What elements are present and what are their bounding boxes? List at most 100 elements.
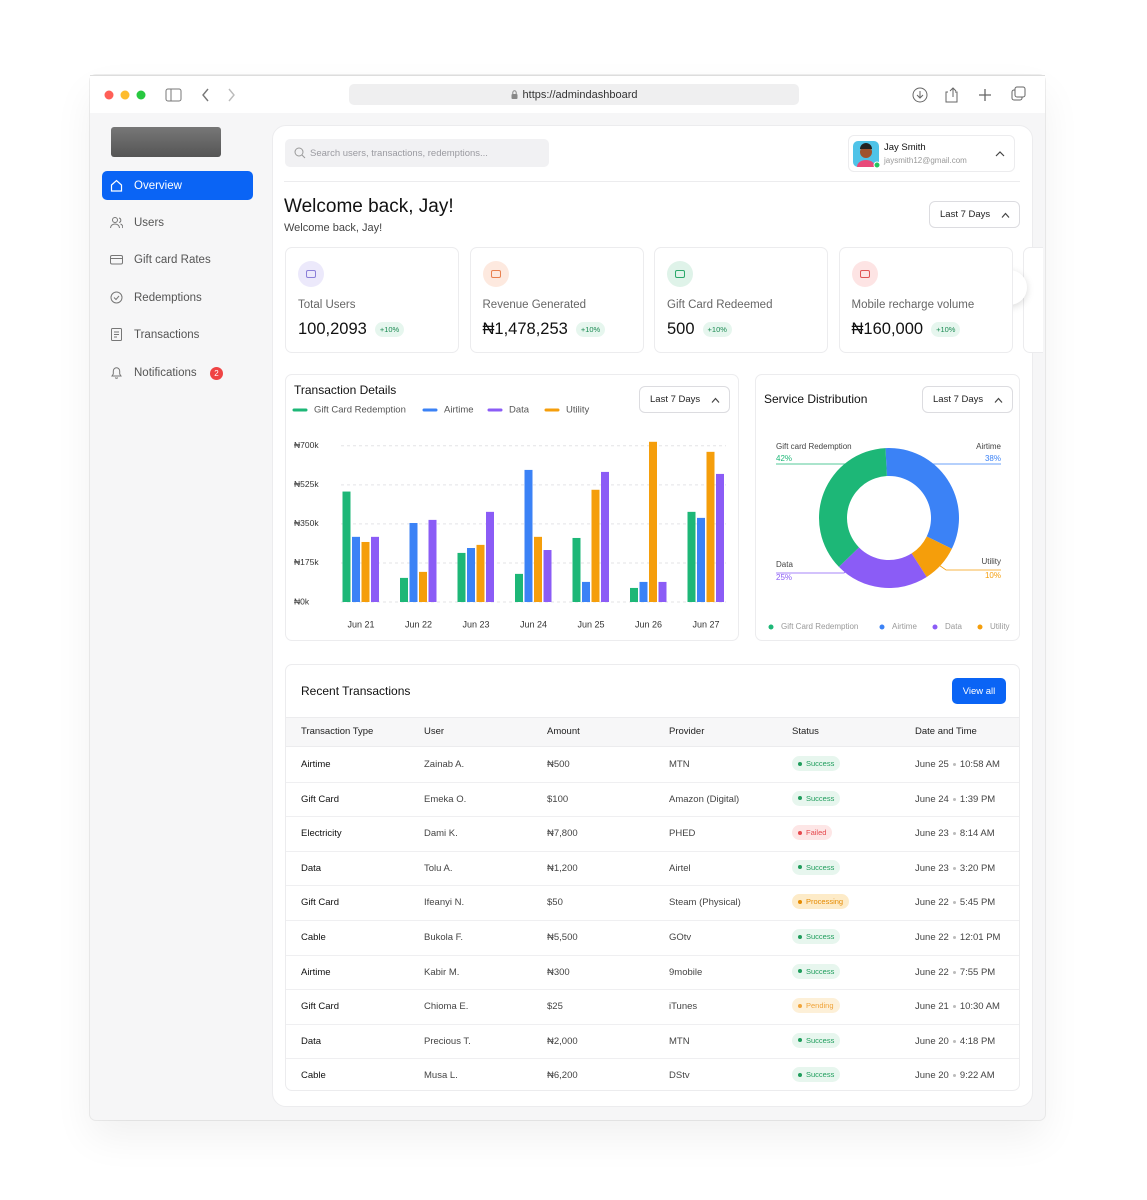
cell-type: Gift Card	[301, 793, 340, 805]
minimize-dot[interactable]	[120, 90, 130, 100]
cell-datetime: June 25 10:58 AM	[915, 759, 1000, 770]
icon	[110, 291, 123, 304]
bar	[486, 511, 494, 602]
cell-provider: MTN	[669, 759, 690, 770]
legend-swatch	[768, 624, 774, 630]
cell-type: Gift Card	[301, 1001, 340, 1013]
cell-provider: Airtel	[669, 862, 691, 874]
nav-item[interactable]: Redemptions	[102, 283, 253, 312]
search-box[interactable]: Search users, transactions, redemptions.…	[285, 139, 549, 167]
download-button[interactable]	[912, 87, 928, 103]
share-button[interactable]	[945, 87, 958, 103]
status-text: Success	[806, 966, 835, 976]
stat-change: +10%	[374, 322, 405, 337]
view-all-button[interactable]: View all	[952, 678, 1006, 704]
stat-change: +10%	[575, 322, 606, 337]
status: Pending	[792, 998, 840, 1014]
cell-user: Bukola F.	[424, 932, 464, 943]
chart-filter[interactable]: Last 7 Days	[639, 386, 730, 413]
sidebar-toggle[interactable]	[165, 88, 182, 102]
status-pill: Success	[792, 963, 841, 979]
status: Success	[792, 756, 841, 771]
date: June 22	[915, 932, 949, 943]
status-dot	[798, 1003, 802, 1008]
date: June 20	[915, 1035, 949, 1047]
row-divider	[286, 1023, 1019, 1025]
bar	[342, 491, 351, 602]
status: Success	[792, 790, 841, 806]
bar	[543, 550, 552, 602]
stat-value: 500	[667, 320, 695, 338]
column-header: Amount	[547, 726, 580, 737]
nav-item[interactable]: Notifications	[102, 358, 253, 387]
bar	[409, 523, 418, 602]
nav-item[interactable]: Overview	[102, 171, 253, 200]
status: Success	[792, 1032, 841, 1048]
bar	[601, 471, 609, 602]
row-divider	[286, 1058, 1019, 1060]
separator	[952, 970, 956, 974]
pie-chart: Service Distribution Gift card Redemptio…	[764, 392, 1010, 631]
icon	[110, 255, 123, 265]
forward-button[interactable]	[228, 88, 235, 102]
pie-slice	[911, 536, 952, 577]
nav-item[interactable]: Users	[102, 208, 253, 237]
legend-label: Airtime	[892, 622, 917, 631]
logo	[111, 127, 221, 157]
bar	[572, 537, 581, 602]
callout-label: Utility	[981, 557, 1001, 566]
separator	[952, 797, 956, 801]
user-menu[interactable]: Jay Smith jaysmith12@gmail.com	[848, 135, 1015, 172]
icon	[490, 270, 501, 278]
cell-type: Airtime	[301, 759, 331, 770]
column-header: Provider	[669, 726, 705, 737]
time: 12:01 PM	[959, 932, 1001, 943]
stat-card: Revenue Generated ₦1,478,253 +10%	[469, 247, 644, 353]
status-dot	[798, 899, 802, 904]
cell-amount: ₦300	[547, 966, 570, 978]
pie-slice	[819, 448, 887, 567]
chart-filter[interactable]: Last 7 Days	[922, 386, 1013, 413]
stat-icon	[851, 261, 878, 287]
row-divider	[286, 1093, 1019, 1094]
bar	[716, 473, 724, 602]
zoom-dot[interactable]	[136, 90, 146, 100]
chevron	[711, 397, 720, 403]
chart-card: Service Distribution Gift card Redemptio…	[755, 374, 1020, 641]
cell-datetime: June 20 9:22 AM	[915, 1070, 995, 1081]
bar	[361, 541, 370, 602]
bar	[706, 451, 715, 602]
filter-label: Last 7 Days	[650, 394, 701, 405]
stat-label: Gift Card Redeemed	[667, 299, 773, 311]
back-button[interactable]	[202, 88, 209, 102]
status-dot	[798, 830, 802, 835]
bar	[639, 581, 648, 602]
x-tick-label: Jun 23	[462, 619, 489, 629]
stat-label: Mobile recharge volume	[851, 299, 975, 311]
stat-card: Total Users 100,2093 +10%	[285, 247, 459, 353]
nav-item[interactable]: Gift card Rates	[102, 245, 253, 274]
cell-provider: MTN	[669, 1035, 690, 1047]
period-dropdown[interactable]: Last 7 Days	[929, 201, 1020, 228]
address-bar[interactable]: https://admindashboard	[349, 84, 799, 105]
new-tab-button[interactable]	[979, 89, 991, 101]
cell-user: Musa L.	[424, 1070, 458, 1082]
bar	[371, 536, 379, 602]
stat-row: 100,2093 +10%	[298, 320, 405, 339]
nav-label: Users	[134, 216, 165, 229]
icon	[1014, 86, 1026, 98]
nav-item[interactable]: Transactions	[102, 320, 253, 349]
status-pill: Pending	[792, 998, 840, 1014]
date: June 23	[915, 862, 949, 874]
cell-user: Chioma E.	[424, 1001, 469, 1013]
nav-label: Gift card Rates	[134, 253, 211, 266]
status-text: Success	[806, 862, 835, 872]
status-dot	[798, 865, 802, 870]
time: 3:20 PM	[959, 862, 996, 874]
bar	[658, 581, 667, 602]
chevron	[1001, 212, 1010, 218]
bar	[476, 544, 485, 602]
stat-card: Gift Card Redeemed 500 +10%	[654, 247, 828, 353]
close-dot[interactable]	[104, 90, 114, 100]
separator	[952, 832, 956, 836]
